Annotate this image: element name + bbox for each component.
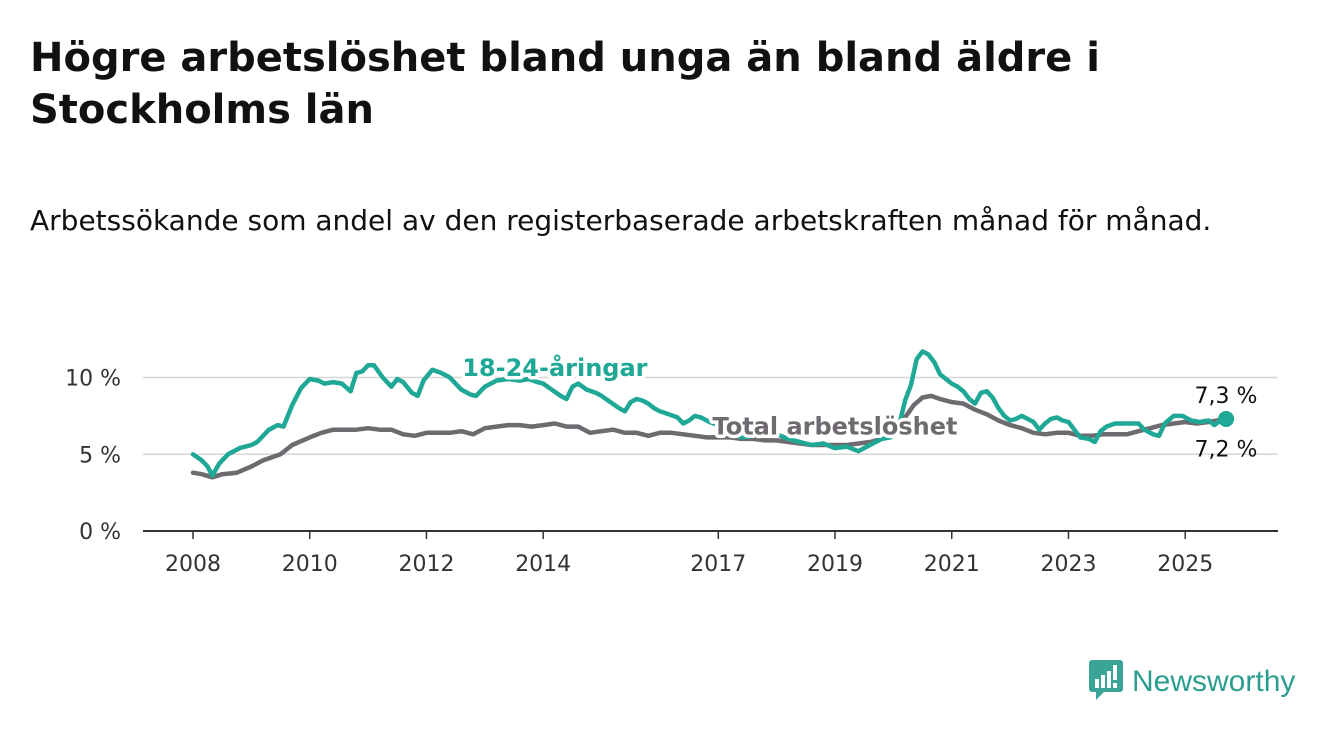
x-tick-label: 2019	[807, 552, 863, 577]
series-label-total: Total arbetslöshet	[713, 412, 958, 440]
x-tick-label: 2008	[165, 552, 221, 577]
x-axis: 2008 2010 2012 2014 2017 2019 2021 2023 2025	[143, 530, 1278, 577]
end-point-marker	[1218, 410, 1235, 427]
line-chart: 0 %5 %10 % 2008 2010 2012 2014 2017 2019 2021 2…	[65, 349, 1278, 577]
series-labels: 18-24-åringar Total arbetslöshet 7,3 % 7,2 …	[459, 349, 1258, 462]
x-tick-label: 2021	[924, 552, 980, 577]
y-tick-label: 0 %	[79, 520, 121, 545]
brand-name: Newsworthy	[1132, 665, 1296, 698]
x-tick-label: 2025	[1157, 552, 1213, 577]
series-lines	[190, 349, 1235, 480]
y-tick-label: 10 %	[65, 367, 121, 392]
x-tick-label: 2014	[515, 552, 571, 577]
x-tick-label: 2010	[282, 552, 338, 577]
chart-title: Högre arbetslöshet bland unga än bland ä…	[30, 35, 1100, 133]
x-tick-label: 2023	[1040, 552, 1096, 577]
gridlines	[143, 376, 1278, 455]
x-tick-label: 2017	[690, 552, 746, 577]
x-tick-label: 2012	[398, 552, 454, 577]
brand-logo: Newsworthy	[1088, 660, 1295, 704]
end-label-youth: 7,3 %	[1195, 384, 1258, 409]
newsworthy-logo-icon	[1088, 659, 1124, 705]
series-line-youth	[190, 349, 1229, 478]
chart-subtitle: Arbetssökande som andel av den registerb…	[30, 204, 1212, 237]
y-axis-tick-labels: 0 % 5 % 10 %	[65, 367, 121, 546]
end-label-total: 7,2 %	[1195, 437, 1258, 462]
series-label-youth: 18-24-åringar	[462, 353, 647, 382]
series-line-total	[190, 393, 1229, 480]
y-tick-label: 5 %	[79, 443, 121, 468]
